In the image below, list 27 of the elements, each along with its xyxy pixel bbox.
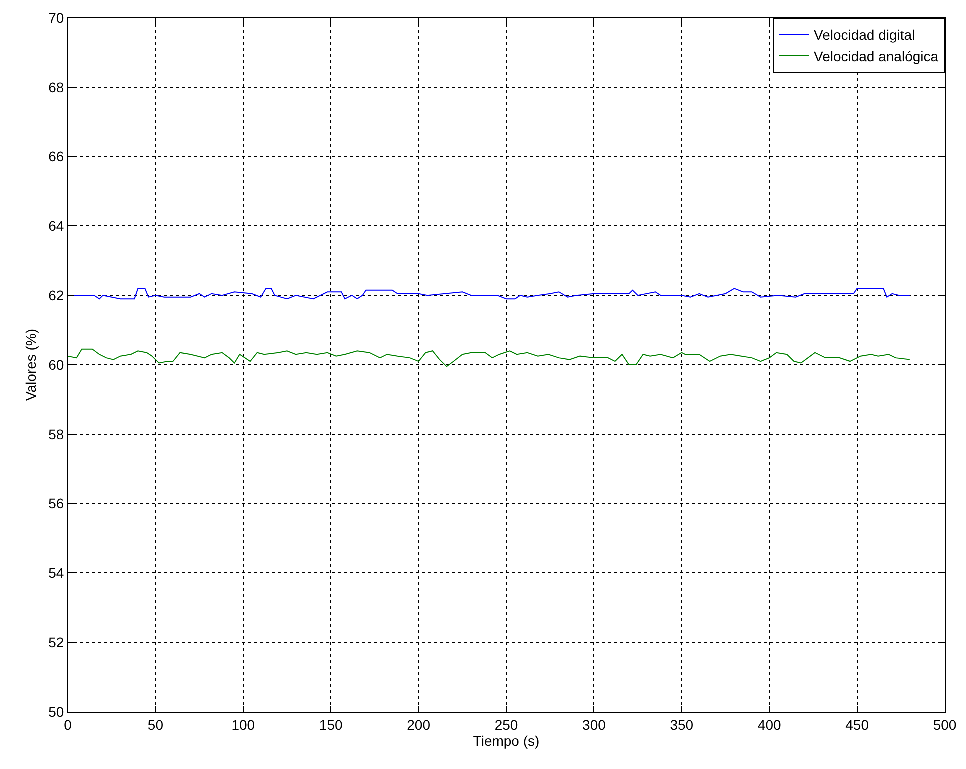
y-tick-label: 60: [48, 356, 64, 373]
x-tick-label: 50: [148, 716, 164, 733]
legend-label: Velocidad analógica: [814, 48, 939, 64]
x-axis-title: Tiempo (s): [473, 733, 540, 750]
x-tick-label: 200: [407, 716, 431, 733]
y-tick-label: 68: [48, 79, 64, 96]
x-tick-label: 450: [846, 716, 870, 733]
y-axis-title: Valores (%): [23, 328, 40, 402]
x-tick-label: 150: [319, 716, 343, 733]
x-tick-label: 100: [232, 716, 256, 733]
x-tick-label: 250: [494, 716, 518, 733]
y-tick-label: 58: [48, 426, 64, 442]
x-tick-label: 300: [582, 716, 606, 733]
y-tick-label: 54: [48, 565, 64, 582]
y-tick-label: 66: [48, 148, 64, 165]
line-series: [68, 348, 910, 368]
x-tick-label: 400: [758, 716, 782, 733]
legend-label: Velocidad digital: [814, 27, 916, 44]
y-tick-label: 62: [48, 288, 64, 304]
y-tick-label: 64: [48, 218, 64, 234]
x-tick-label: 350: [670, 716, 694, 733]
y-tick-label: 70: [48, 10, 64, 26]
y-tick-label: 56: [48, 496, 64, 512]
y-tick-label: 52: [48, 634, 64, 650]
x-tick-label: 500: [933, 716, 957, 733]
x-tick-label: 0: [64, 716, 72, 733]
y-tick-label: 50: [48, 704, 64, 720]
